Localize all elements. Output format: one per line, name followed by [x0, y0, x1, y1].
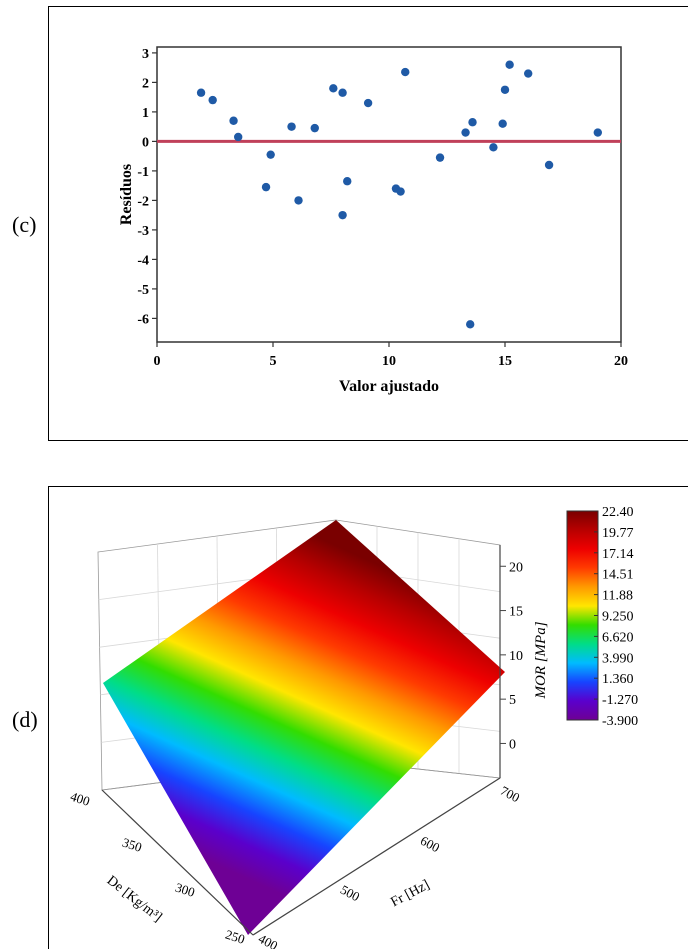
colorbar-tick-label: -3.900 — [602, 714, 638, 729]
residual-point — [266, 150, 275, 159]
y-tick-label: 0 — [142, 135, 149, 150]
residual-point — [396, 187, 405, 196]
z-tick-label: 5 — [509, 693, 516, 708]
residual-point — [401, 67, 410, 77]
colorbar-tick-label: 9.250 — [602, 610, 634, 625]
residual-point — [287, 122, 296, 131]
z-tick-label: 15 — [509, 605, 523, 620]
colorbar-tick-label: 1.360 — [602, 672, 634, 687]
x-tick-label: 15 — [498, 354, 512, 369]
response-surface — [103, 520, 505, 935]
de-tick-label: 350 — [121, 835, 144, 855]
y-tick-label: -6 — [137, 312, 149, 327]
colorbar-tick-label: 19.77 — [602, 526, 634, 541]
y-tick-label: -1 — [137, 165, 149, 180]
residual-point — [489, 143, 498, 152]
colorbar-tick-label: 11.88 — [602, 589, 633, 604]
residual-point — [343, 177, 352, 186]
colorbar-tick-label: 22.40 — [602, 505, 634, 520]
residual-point — [500, 85, 510, 94]
y-axis-label: Resíduos — [118, 164, 135, 225]
y-tick-label: 2 — [142, 76, 149, 91]
z-axis-label: MOR [MPa] — [533, 621, 549, 699]
residual-point — [435, 153, 445, 162]
de-axis-line — [101, 789, 254, 936]
residual-point — [505, 60, 514, 69]
fr-axis-line — [252, 777, 501, 936]
residual-point — [461, 128, 470, 137]
residual-point — [593, 128, 602, 137]
x-tick-label: 20 — [614, 354, 628, 369]
residual-point — [524, 69, 533, 78]
colorbar-tick-label: 6.620 — [602, 630, 634, 645]
y-tick-label: 3 — [142, 47, 149, 62]
de-tick-label: 250 — [224, 927, 247, 947]
de-tick-label: 400 — [69, 789, 92, 809]
x-tick-label: 5 — [270, 354, 277, 369]
residual-point — [363, 98, 373, 108]
residual-point — [229, 116, 238, 125]
panel-label-d: (d) — [12, 707, 38, 732]
y-tick-label: -5 — [137, 283, 149, 298]
colorbar — [566, 510, 599, 721]
residual-point — [234, 132, 243, 142]
residual-point — [261, 182, 271, 192]
y-tick-label: -3 — [137, 224, 149, 239]
de-axis-label: De [Kg/m³] — [104, 873, 165, 925]
z-tick-label: 10 — [509, 649, 523, 664]
fr-axis-label: Fr [Hz] — [388, 878, 432, 911]
residual-point — [329, 84, 338, 93]
de-tick-label: 300 — [174, 880, 197, 900]
residual-plot-frame — [48, 6, 688, 441]
y-tick-label: -2 — [137, 194, 149, 209]
colorbar-tick-label: 17.14 — [602, 547, 634, 562]
z-tick-label: 0 — [509, 737, 516, 752]
colorbar-tick-label: 14.51 — [602, 568, 634, 583]
residual-point — [294, 196, 303, 205]
residual-point — [196, 88, 206, 97]
fr-tick-label: 600 — [418, 833, 442, 855]
residual-point — [338, 210, 347, 220]
y-tick-label: 1 — [142, 106, 149, 121]
fr-tick-label: 400 — [256, 931, 280, 949]
colorbar-tick-label: -1.270 — [602, 693, 638, 708]
x-tick-label: 0 — [154, 354, 161, 369]
residual-point — [498, 119, 507, 128]
residual-point — [208, 95, 217, 105]
surface-plot-frame — [48, 486, 688, 949]
x-axis-label: Valor ajustado — [339, 378, 439, 395]
residual-point — [466, 320, 475, 329]
panel-label-c: (c) — [12, 212, 37, 237]
residual-point — [338, 88, 347, 97]
residual-point — [310, 123, 319, 133]
residual-point — [468, 118, 477, 127]
z-tick-label: 20 — [509, 560, 523, 575]
fr-tick-label: 500 — [338, 882, 362, 904]
fr-tick-label: 700 — [498, 783, 522, 805]
y-tick-label: -4 — [137, 253, 149, 268]
x-tick-label: 10 — [382, 354, 396, 369]
residual-point — [544, 160, 554, 170]
colorbar-tick-label: 3.990 — [602, 651, 634, 666]
